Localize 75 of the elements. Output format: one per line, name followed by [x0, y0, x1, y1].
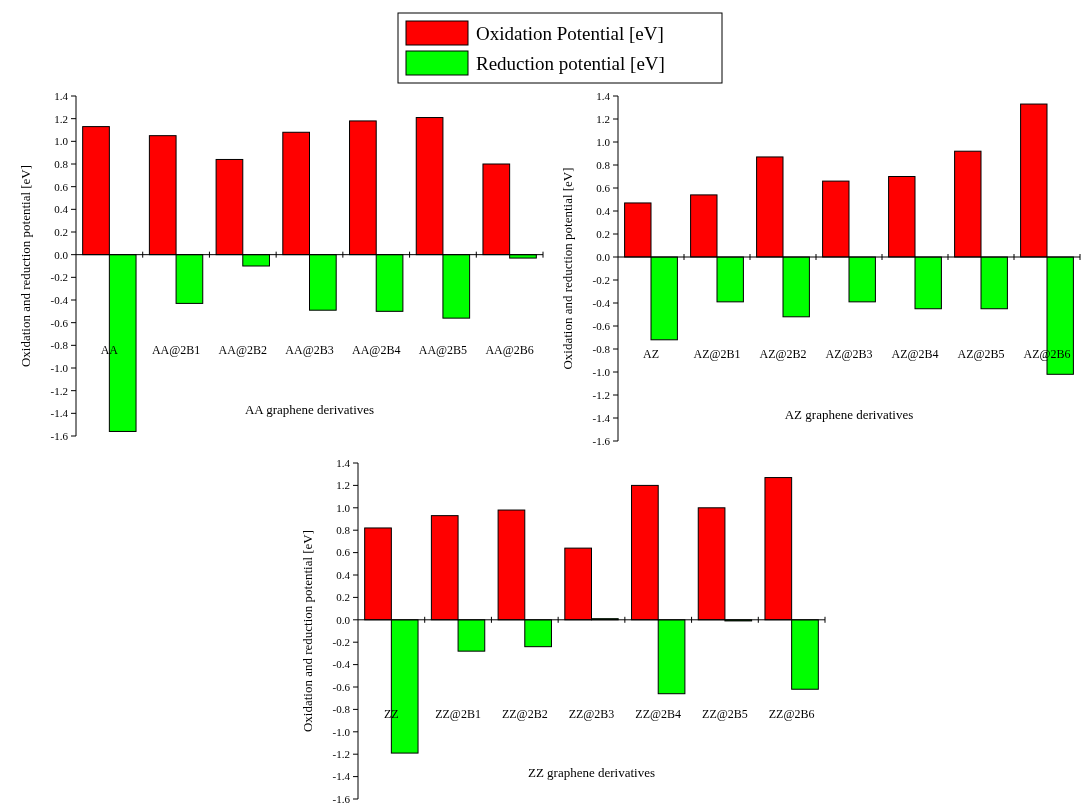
legend-label: Reduction potential [eV] [476, 53, 665, 74]
y-tick-label: 0.6 [596, 181, 611, 194]
x-axis-title: AZ graphene derivatives [784, 406, 914, 422]
x-tick-label: AZ@2B2 [759, 347, 807, 362]
y-tick-label: -0.8 [50, 339, 69, 352]
y-tick-label: 0.0 [54, 248, 69, 261]
y-tick-label: -0.2 [592, 273, 610, 286]
y-tick-label: -0.4 [592, 296, 611, 309]
y-tick-label: 1.0 [596, 135, 611, 148]
y-tick-label: 0.8 [54, 157, 69, 170]
x-tick-label: ZZ@2B3 [568, 707, 615, 722]
x-axis-title: AA graphene derivatives [244, 402, 375, 418]
y-tick-label: -1.4 [592, 411, 611, 424]
y-tick-label: -1.4 [50, 407, 69, 420]
x-tick-label: AA@2B5 [418, 343, 468, 358]
y-tick-label: 1.4 [54, 89, 69, 102]
x-tick-label: ZZ@2B2 [501, 707, 548, 722]
x-tick-label: AZ [643, 347, 659, 362]
y-tick-label: -0.4 [332, 658, 351, 671]
y-tick-label: -1.2 [50, 384, 68, 397]
y-axis-title: Oxidation and reduction potential [eV] [300, 529, 315, 733]
y-tick-label: -0.6 [592, 319, 611, 332]
y-tick-label: -0.4 [50, 293, 69, 306]
y-tick-label: 1.2 [54, 112, 68, 125]
y-tick-label: 1.4 [336, 456, 351, 469]
y-tick-label: -0.8 [592, 342, 611, 355]
x-tick-label: AZ@2B3 [825, 347, 873, 362]
y-tick-label: 1.0 [54, 135, 69, 148]
x-tick-label: ZZ@2B1 [435, 707, 481, 722]
x-tick-label: ZZ@2B6 [768, 707, 815, 722]
y-tick-label: -0.6 [332, 680, 351, 693]
y-tick-label: 0.6 [336, 546, 351, 559]
y-tick-label: 0.0 [336, 613, 351, 626]
y-tick-label: -1.0 [592, 365, 611, 378]
x-tick-label: AA@2B4 [352, 343, 401, 358]
x-tick-label: AA@2B3 [285, 343, 334, 358]
y-axis-title: Oxidation and reduction potential [eV] [18, 164, 33, 368]
y-tick-label: -1.6 [50, 429, 69, 442]
y-tick-label: -1.0 [332, 725, 351, 738]
x-tick-label: AZ@2B5 [957, 347, 1005, 362]
y-axis-title: Oxidation and reduction potential [eV] [560, 167, 575, 370]
x-tick-label: ZZ@2B4 [635, 707, 682, 722]
y-tick-label: -0.6 [50, 316, 69, 329]
legend-label: Oxidation Potential [eV] [476, 23, 664, 44]
x-tick-label: AA@2B1 [151, 343, 201, 358]
y-tick-label: 0.2 [596, 227, 610, 240]
x-tick-label: AA [100, 343, 119, 358]
y-tick-label: 1.0 [336, 501, 351, 514]
y-tick-label: 1.2 [596, 112, 610, 125]
x-tick-label: ZZ@2B5 [702, 707, 748, 722]
y-tick-label: 0.4 [596, 204, 611, 217]
y-tick-label: -0.2 [50, 271, 68, 284]
y-tick-label: -0.2 [332, 636, 350, 649]
x-tick-label: AA@2B2 [218, 343, 267, 358]
x-tick-label: AZ@2B1 [693, 347, 741, 362]
y-tick-label: 0.0 [596, 250, 611, 263]
y-tick-label: -1.0 [50, 361, 69, 374]
y-tick-label: -1.2 [592, 388, 610, 401]
x-tick-label: AA@2B6 [485, 343, 534, 358]
y-tick-label: 0.6 [54, 180, 69, 193]
y-tick-label: 0.8 [596, 158, 611, 171]
y-tick-label: -1.6 [332, 792, 351, 805]
x-tick-label: AZ@2B4 [891, 347, 939, 362]
y-tick-label: -1.4 [332, 770, 351, 783]
y-tick-label: 0.2 [54, 225, 68, 238]
y-tick-label: 1.4 [596, 89, 611, 102]
y-tick-label: 0.4 [54, 203, 69, 216]
y-tick-label: 0.8 [336, 524, 351, 537]
y-tick-label: -1.2 [332, 748, 350, 761]
y-tick-label: -1.6 [592, 434, 611, 447]
y-tick-label: -0.8 [332, 703, 351, 716]
y-tick-label: 1.2 [336, 479, 350, 492]
x-axis-title: ZZ graphene derivatives [527, 765, 656, 781]
y-tick-label: 0.2 [336, 591, 350, 604]
y-tick-label: 0.4 [336, 568, 351, 581]
